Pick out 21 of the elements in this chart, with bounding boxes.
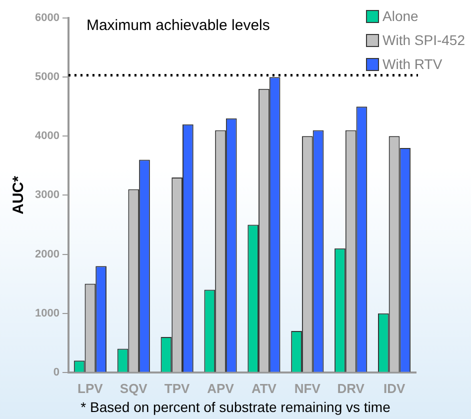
x-tick-label: LPV — [78, 380, 104, 396]
legend-label: With SPI-452 — [382, 32, 465, 48]
x-tick-label: APV — [207, 380, 234, 396]
x-tick-label: NFV — [294, 380, 321, 396]
y-tick-label: 6000 — [34, 12, 60, 24]
legend-label: Alone — [382, 8, 418, 24]
y-tick-label: 4000 — [34, 130, 60, 142]
x-tick-label: TPV — [164, 380, 190, 396]
y-tick-label: 2000 — [34, 248, 60, 260]
x-tick-label: DRV — [337, 380, 365, 396]
legend-label: With RTV — [382, 56, 442, 72]
x-tick-label: IDV — [383, 380, 406, 396]
text: * Based on percent of substrate remaining vs time — [80, 399, 392, 415]
x-tick-label: SQV — [120, 380, 148, 396]
y-tick-label: 5000 — [34, 71, 60, 84]
x-tick-label: ATV — [251, 380, 277, 396]
ref-line-label: Maximum achievable levels — [86, 17, 270, 34]
y-tick-label: 0 — [53, 366, 60, 378]
y-axis-title: AUC* — [10, 176, 28, 214]
y-tick-label: 1000 — [34, 307, 60, 320]
y-tick-label: 3000 — [34, 189, 60, 202]
